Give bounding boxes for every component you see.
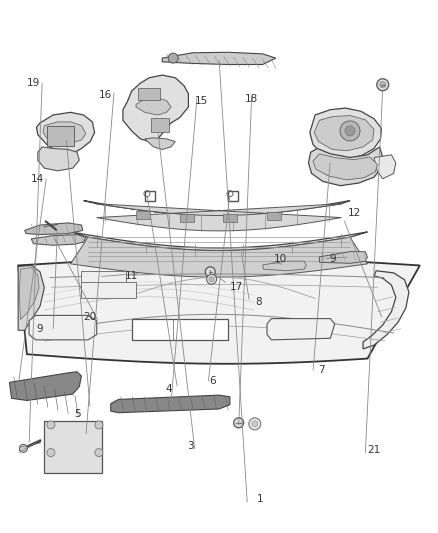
Text: 5: 5 [74,409,81,419]
Bar [267,212,281,220]
Circle shape [380,82,386,88]
Text: 15: 15 [195,95,208,106]
Polygon shape [18,257,420,364]
Polygon shape [132,319,228,340]
Polygon shape [310,108,381,159]
Circle shape [19,445,28,453]
Text: 14: 14 [31,174,44,184]
Circle shape [205,267,215,277]
Circle shape [95,449,103,457]
Polygon shape [319,252,367,263]
Polygon shape [25,223,83,235]
Circle shape [340,121,360,141]
Circle shape [233,418,244,428]
Bar [81,271,126,287]
Polygon shape [18,265,44,330]
Polygon shape [71,237,367,277]
Polygon shape [29,316,97,340]
Bar [180,214,194,222]
Text: 3: 3 [187,441,194,451]
Circle shape [249,418,261,430]
Polygon shape [84,200,350,215]
Polygon shape [111,395,230,413]
Text: 21: 21 [367,445,381,455]
Circle shape [168,53,178,63]
Polygon shape [71,232,367,251]
Text: 12: 12 [348,208,361,219]
Polygon shape [136,98,171,115]
Polygon shape [36,112,95,155]
Polygon shape [19,268,39,320]
Text: 7: 7 [318,365,325,375]
Polygon shape [374,155,396,179]
Circle shape [47,421,55,429]
Text: 8: 8 [255,297,261,307]
Circle shape [47,449,55,457]
Text: 20: 20 [84,312,97,322]
Polygon shape [10,372,81,400]
Bar [138,88,160,100]
Bar [145,191,155,201]
Text: 1: 1 [257,494,264,504]
Circle shape [95,421,103,429]
Bar [136,211,150,219]
Circle shape [252,421,258,427]
Text: 10: 10 [274,254,287,263]
Text: 4: 4 [166,384,172,394]
Bar [151,118,169,132]
Text: 16: 16 [99,90,112,100]
Text: 17: 17 [230,282,243,292]
Bar [81,282,136,298]
Text: 9: 9 [37,324,43,334]
Polygon shape [43,122,86,143]
Bar [223,214,237,222]
Text: 6: 6 [209,376,216,386]
Polygon shape [97,204,341,231]
Text: 9: 9 [329,254,336,263]
Text: 18: 18 [245,94,258,104]
Bar [44,421,102,473]
Polygon shape [123,75,188,142]
Polygon shape [314,116,374,151]
Bar [46,126,74,146]
Circle shape [345,126,355,136]
Circle shape [209,277,214,282]
Circle shape [207,274,216,284]
Polygon shape [363,271,409,349]
Text: 11: 11 [125,271,138,281]
Polygon shape [38,147,79,171]
Polygon shape [145,138,175,150]
Text: 19: 19 [27,78,40,88]
Polygon shape [162,52,276,64]
Polygon shape [263,261,306,271]
Polygon shape [308,147,383,185]
Polygon shape [313,154,378,180]
Circle shape [377,79,389,91]
Polygon shape [267,319,335,340]
Bar [228,191,238,201]
Polygon shape [31,235,86,245]
